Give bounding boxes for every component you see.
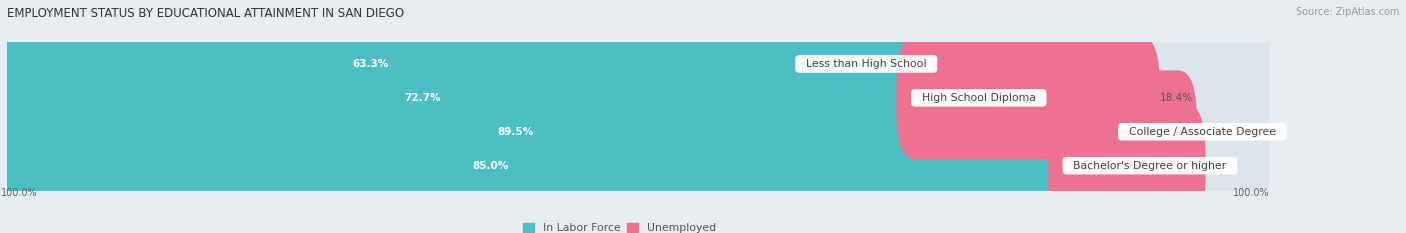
FancyBboxPatch shape xyxy=(1,37,934,159)
Text: 0.0%: 0.0% xyxy=(817,59,844,69)
Text: 18.4%: 18.4% xyxy=(1160,93,1194,103)
Text: 4.6%: 4.6% xyxy=(1197,127,1223,137)
Text: 9.8%: 9.8% xyxy=(1205,161,1232,171)
Text: High School Diploma: High School Diploma xyxy=(915,93,1043,103)
Text: 100.0%: 100.0% xyxy=(1,188,38,198)
Text: 63.3%: 63.3% xyxy=(352,59,388,69)
FancyBboxPatch shape xyxy=(1,3,1270,125)
Text: 72.7%: 72.7% xyxy=(404,93,440,103)
FancyBboxPatch shape xyxy=(1,70,1140,193)
Text: 85.0%: 85.0% xyxy=(472,161,509,171)
Text: Less than High School: Less than High School xyxy=(799,59,934,69)
FancyBboxPatch shape xyxy=(1,104,1270,227)
Text: College / Associate Degree: College / Associate Degree xyxy=(1122,127,1282,137)
FancyBboxPatch shape xyxy=(1047,104,1205,227)
FancyBboxPatch shape xyxy=(897,37,1160,159)
Text: Source: ZipAtlas.com: Source: ZipAtlas.com xyxy=(1295,7,1399,17)
FancyBboxPatch shape xyxy=(1,70,1270,193)
Text: EMPLOYMENT STATUS BY EDUCATIONAL ATTAINMENT IN SAN DIEGO: EMPLOYMENT STATUS BY EDUCATIONAL ATTAINM… xyxy=(7,7,404,20)
Legend: In Labor Force, Unemployed: In Labor Force, Unemployed xyxy=(523,223,716,233)
FancyBboxPatch shape xyxy=(1,3,817,125)
FancyBboxPatch shape xyxy=(1,104,1085,227)
Text: Bachelor's Degree or higher: Bachelor's Degree or higher xyxy=(1066,161,1233,171)
FancyBboxPatch shape xyxy=(1,37,1270,159)
Text: 89.5%: 89.5% xyxy=(498,127,533,137)
FancyBboxPatch shape xyxy=(1104,70,1197,193)
Text: 100.0%: 100.0% xyxy=(1233,188,1270,198)
